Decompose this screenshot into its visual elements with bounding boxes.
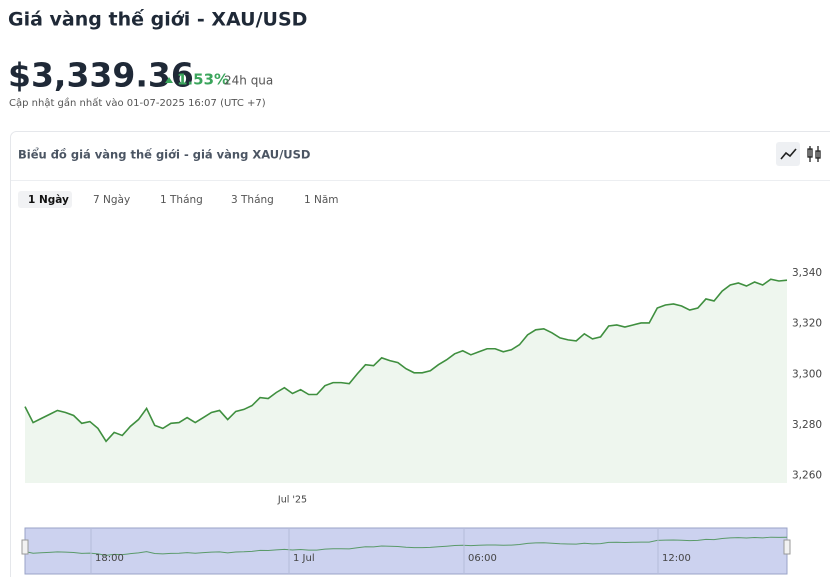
y-tick-label: 3,260 xyxy=(792,469,822,481)
navigator-label: 1 Jul xyxy=(293,553,315,564)
navigator-label: 12:00 xyxy=(662,553,691,564)
y-tick-label: 3,280 xyxy=(792,419,822,431)
navigator xyxy=(24,527,788,575)
period: 24h qua xyxy=(224,74,273,88)
change: 1.53% xyxy=(177,71,229,89)
line-icon xyxy=(780,148,797,160)
tab[interactable]: 1 Ngày xyxy=(28,194,69,206)
tab-selected-bg xyxy=(18,191,72,208)
price: $3,339.36 xyxy=(8,56,194,95)
updated: Cập nhật gần nhất vào 01-07-2025 16:07 (… xyxy=(9,97,266,109)
up-arrow xyxy=(165,77,173,83)
y-tick-label: 3,340 xyxy=(792,267,822,279)
navigator-line xyxy=(24,536,788,556)
tab[interactable]: 3 Tháng xyxy=(231,194,274,206)
card-title: Biểu đồ giá vàng thế giới - giá vàng XAU… xyxy=(18,147,310,162)
tab[interactable]: 7 Ngày xyxy=(93,194,130,206)
navigator-handle[interactable] xyxy=(783,539,791,555)
navigator-handle[interactable] xyxy=(21,539,29,555)
price-line xyxy=(24,278,788,443)
page-title: Giá vàng thế giới - XAU/USD xyxy=(8,8,307,31)
navigator-label: 18:00 xyxy=(95,553,124,564)
x-tick-label: Jul '25 xyxy=(277,495,307,506)
tab[interactable]: 1 Năm xyxy=(304,194,339,206)
tab[interactable]: 1 Tháng xyxy=(160,194,203,206)
navigator-label: 06:00 xyxy=(468,553,497,564)
area xyxy=(25,279,787,483)
candle-chart-button[interactable] xyxy=(807,146,821,162)
y-tick-label: 3,320 xyxy=(792,318,822,330)
y-tick-label: 3,300 xyxy=(792,368,822,380)
